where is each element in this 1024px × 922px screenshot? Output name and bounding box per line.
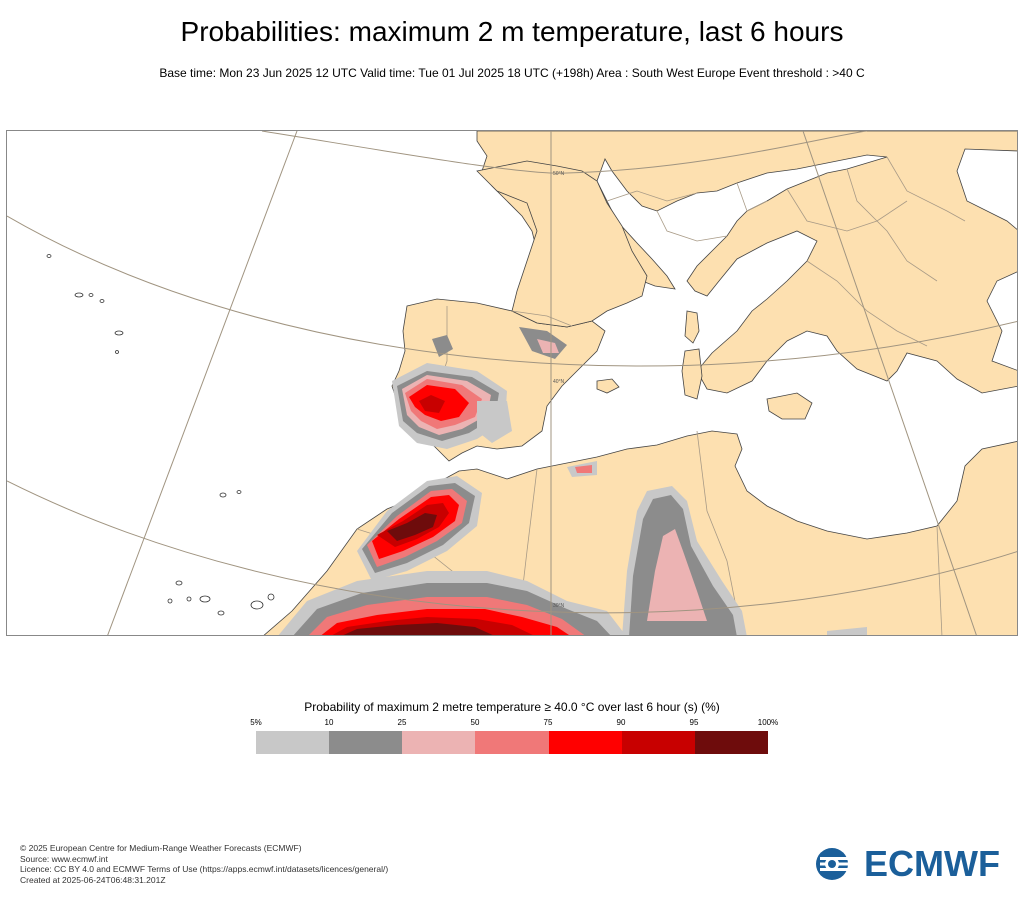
footer-copyright: © 2025 European Centre for Medium-Range … [20,843,302,853]
legend-tick: 5% [250,718,262,727]
map-svg: 50°N 40°N 30°N [7,131,1017,635]
footer-source: Source: www.ecmwf.int [20,853,108,864]
footer-credits: © 2025 European Centre for Medium-Range … [20,843,388,885]
legend-title: Probability of maximum 2 metre temperatu… [304,700,720,714]
legend-tick: 50 [470,718,480,727]
legend-swatch [548,731,622,754]
legend-swatch [694,731,768,754]
atlantic-islands [46,254,275,616]
legend-swatch [329,731,403,754]
legend-tick: 25 [397,718,407,727]
legend-tick: 95 [689,718,699,727]
ecmwf-logo[interactable]: ECMWF [814,846,1000,882]
graticule [7,131,1017,635]
legend-tick: 90 [616,718,626,727]
legend-swatch [256,731,330,754]
legend-swatch [402,731,476,754]
ecmwf-logo-text: ECMWF [864,843,1000,884]
footer-created: Created at 2025-06-24T06:48:31.201Z [20,874,166,885]
chart-title: Probabilities: maximum 2 m temperature, … [180,16,844,47]
map-panel[interactable]: 50°N 40°N 30°N [6,130,1018,636]
island-balearics [596,378,620,394]
legend-tick: 75 [543,718,553,727]
legend-swatch [475,731,549,754]
island-corsica [684,310,700,344]
ecmwf-logo-icon [816,848,860,880]
lat-label-30: 30°N [553,603,565,609]
probability-shading [278,327,867,635]
legend-colorbar [256,731,768,754]
lat-label-50: 50°N [553,171,565,177]
legend-tick: 100% [757,718,779,727]
legend-tick: 10 [324,718,334,727]
lat-label-40: 40°N [553,379,565,385]
chart-subtitle: Base time: Mon 23 Jun 2025 12 UTC Valid … [159,66,865,80]
land-france [476,160,648,328]
island-sicily [766,392,813,420]
legend-swatch [621,731,695,754]
island-sardinia [681,348,703,400]
footer-licence: Licence: CC BY 4.0 and ECMWF Terms of Us… [20,864,389,874]
